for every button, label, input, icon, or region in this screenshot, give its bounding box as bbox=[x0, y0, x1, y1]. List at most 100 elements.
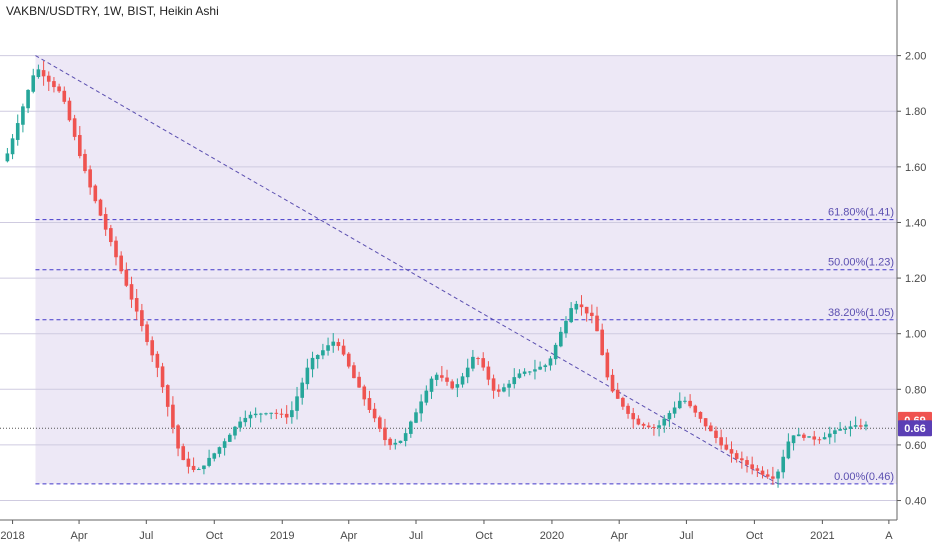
candle-body bbox=[569, 308, 573, 323]
y-tick-label: 1.00 bbox=[905, 329, 926, 341]
candle-body bbox=[558, 331, 563, 347]
candle-body bbox=[445, 377, 449, 382]
candle-body bbox=[367, 398, 372, 410]
trend-line bbox=[35, 55, 779, 485]
candle-body bbox=[377, 417, 382, 429]
candle-body bbox=[321, 350, 325, 356]
candle-body bbox=[326, 345, 330, 351]
candle-body bbox=[688, 400, 692, 407]
candle-body bbox=[238, 421, 242, 428]
candle-body bbox=[150, 340, 155, 356]
candle-body bbox=[134, 298, 139, 312]
candle-body bbox=[564, 320, 568, 334]
candle-body bbox=[471, 356, 475, 369]
candle-body bbox=[796, 434, 801, 437]
candle-body bbox=[786, 441, 791, 459]
candle-body bbox=[750, 464, 754, 469]
candle-body bbox=[657, 425, 661, 428]
fib-level-label: 61.80%(1.41) bbox=[828, 207, 894, 219]
candle-body bbox=[259, 413, 263, 415]
y-tick-label: 1.20 bbox=[905, 273, 926, 285]
candle-body bbox=[455, 384, 460, 388]
candle-body bbox=[667, 413, 672, 420]
candle-body bbox=[171, 404, 175, 428]
candle-body bbox=[393, 442, 398, 445]
candle-body bbox=[812, 436, 817, 440]
candle-body bbox=[227, 434, 232, 442]
candle-body bbox=[496, 389, 501, 392]
candle-body bbox=[57, 86, 61, 92]
candle-body bbox=[284, 413, 289, 418]
candle-body bbox=[745, 460, 749, 465]
candle-body bbox=[590, 312, 594, 316]
candle-body bbox=[755, 468, 760, 471]
candle-body bbox=[217, 447, 222, 454]
candle-body bbox=[15, 123, 20, 140]
candle-body bbox=[600, 329, 604, 356]
candle-body bbox=[450, 381, 455, 389]
candle-body bbox=[440, 375, 444, 378]
candle-body bbox=[52, 81, 56, 88]
candle-body bbox=[160, 366, 165, 388]
candle-body bbox=[683, 400, 687, 402]
candle-body bbox=[352, 365, 356, 379]
candle-body bbox=[233, 426, 237, 436]
x-tick-label: Apr bbox=[611, 530, 628, 542]
candle-body bbox=[719, 437, 723, 446]
candle-body bbox=[517, 373, 522, 378]
candle-body bbox=[858, 425, 863, 427]
y-tick-label: 2.00 bbox=[905, 51, 926, 63]
x-tick-label: Jul bbox=[139, 530, 153, 542]
candle-body bbox=[714, 430, 718, 438]
candle-body bbox=[269, 412, 273, 414]
candle-body bbox=[62, 90, 67, 102]
candle-body bbox=[703, 418, 708, 427]
chart-title: VAKBN/USDTRY, 1W, BIST, Heikin Ashi bbox=[6, 4, 219, 18]
candle-body bbox=[533, 369, 537, 372]
candle-body bbox=[807, 436, 811, 438]
candle-body bbox=[362, 386, 367, 400]
candle-body bbox=[734, 453, 739, 459]
candle-body bbox=[274, 412, 279, 414]
x-tick-label: Jul bbox=[409, 530, 423, 542]
price-badge bbox=[898, 420, 932, 437]
candle-body bbox=[119, 255, 123, 272]
candle-body bbox=[822, 437, 827, 440]
candle-body bbox=[88, 169, 92, 188]
candle-body bbox=[300, 382, 305, 398]
candle-body bbox=[165, 385, 170, 407]
candle-body bbox=[83, 153, 87, 172]
candle-body bbox=[21, 106, 25, 125]
candle-body bbox=[491, 378, 496, 391]
candle-body bbox=[693, 405, 698, 413]
candle-body bbox=[253, 413, 258, 416]
candle-body bbox=[336, 342, 341, 347]
candle-body bbox=[145, 324, 149, 342]
candle-body bbox=[527, 371, 532, 373]
x-tick-label: Jul bbox=[679, 530, 693, 542]
candle-body bbox=[67, 100, 72, 121]
price-badge-label: 0.66 bbox=[904, 423, 925, 435]
candle-body bbox=[310, 357, 315, 370]
candle-body bbox=[46, 75, 51, 82]
candle-body bbox=[72, 118, 77, 137]
candle-body bbox=[802, 434, 806, 438]
fib-level-label: 50.00%(1.23) bbox=[828, 257, 894, 269]
candle-body bbox=[31, 75, 36, 92]
candle-body bbox=[103, 214, 108, 230]
y-tick-label: 1.80 bbox=[905, 106, 926, 118]
x-tick-label: Oct bbox=[746, 530, 763, 542]
candle-body bbox=[129, 284, 134, 300]
candle-body bbox=[222, 441, 227, 448]
candle-body bbox=[186, 458, 191, 467]
candle-body bbox=[864, 424, 868, 427]
fib-level-label: 38.20%(1.05) bbox=[828, 307, 894, 319]
y-tick-label: 0.60 bbox=[905, 440, 926, 452]
candle-body bbox=[853, 425, 858, 427]
candle-body bbox=[243, 417, 248, 423]
candle-body bbox=[776, 471, 780, 479]
candle-body bbox=[429, 378, 434, 392]
candle-body bbox=[729, 449, 734, 454]
candle-body bbox=[543, 365, 548, 368]
